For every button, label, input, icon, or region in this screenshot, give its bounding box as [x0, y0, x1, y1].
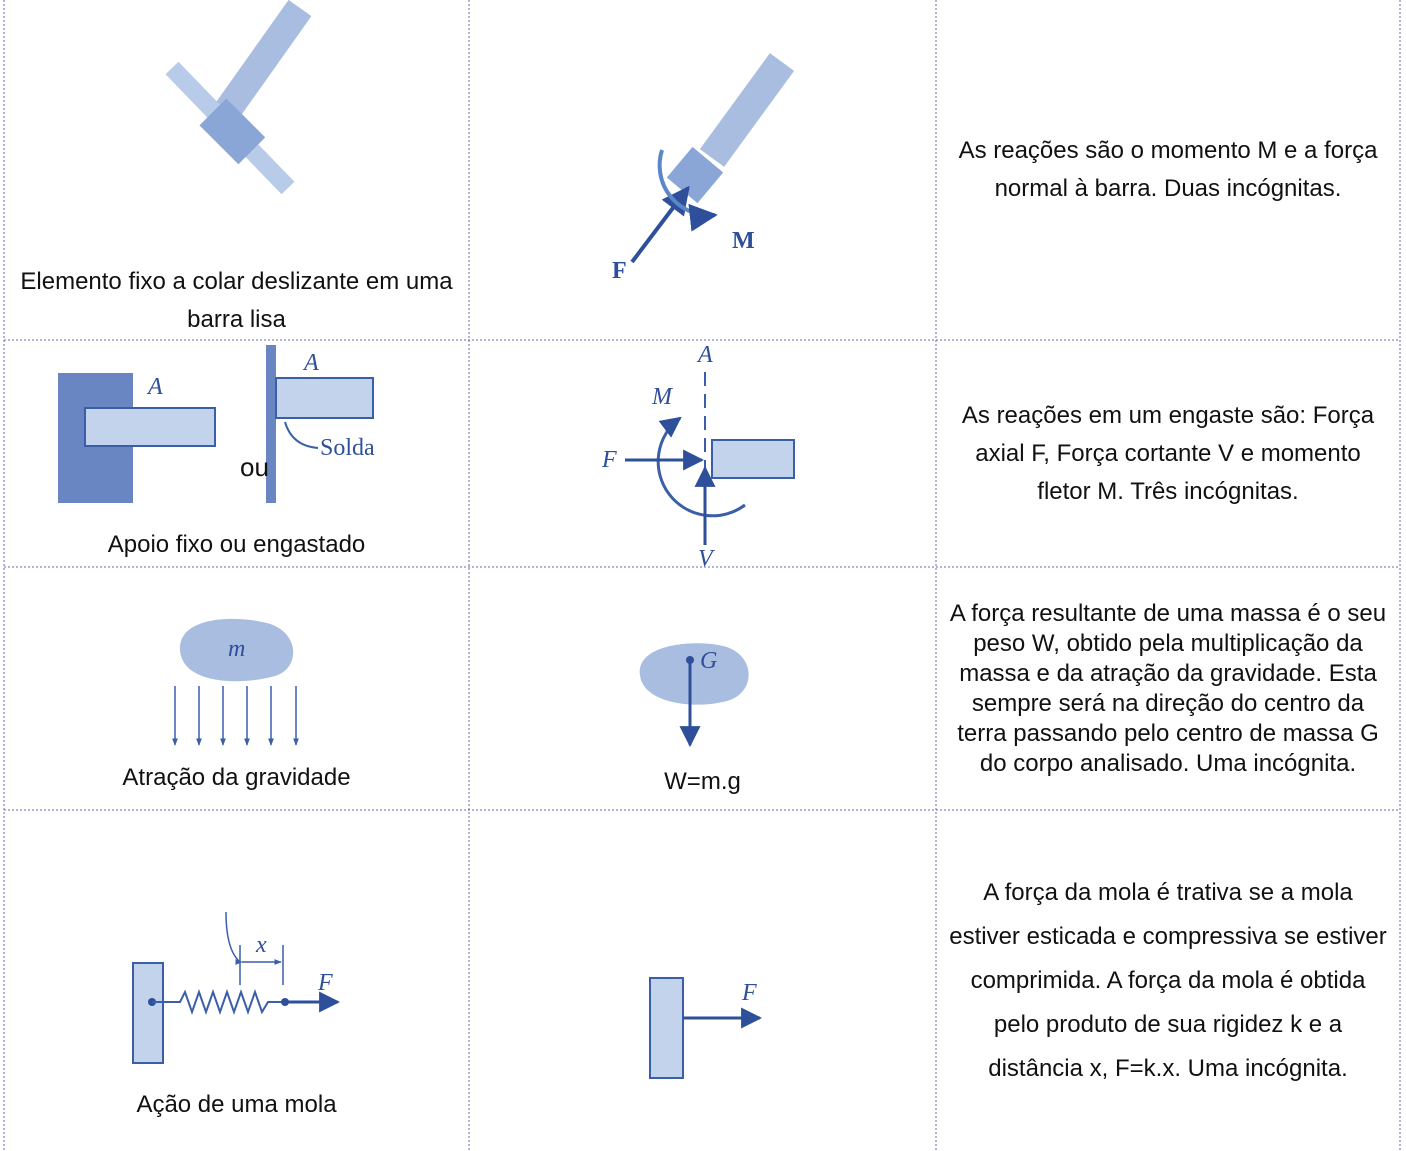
label: x [255, 932, 267, 958]
shape [657, 149, 718, 232]
shape [656, 416, 746, 518]
label: F [612, 258, 627, 284]
weight-diagram: G [639, 643, 749, 748]
label: ou [240, 452, 269, 482]
shape [649, 977, 684, 1079]
label: F [741, 980, 757, 1006]
caption: Atração da gravidade [122, 764, 351, 791]
label: A [146, 374, 163, 400]
description: A força da mola é trativa se a mola esti… [949, 878, 1387, 1082]
label: A [696, 342, 713, 368]
label: V [698, 546, 715, 572]
caption: Ação de uma mola [136, 1091, 337, 1118]
shape [210, 0, 312, 127]
shape [84, 407, 216, 447]
shape [275, 377, 374, 419]
label: M [651, 384, 674, 410]
shape [639, 643, 749, 705]
caption: Elemento fixo a colar deslizante em uma … [20, 268, 453, 333]
shape [152, 988, 285, 1016]
label: M [732, 228, 755, 254]
shape [711, 439, 795, 479]
shape [630, 185, 690, 264]
shape [225, 911, 241, 963]
grid-lines [3, 0, 1401, 1151]
spring-diagram: F x [132, 911, 341, 1064]
description: As reações em um engaste são: Força axia… [961, 401, 1375, 505]
collar-reaction-diagram: F M [612, 53, 795, 284]
shape [699, 53, 795, 167]
shape [266, 345, 276, 503]
fixed-support-diagram: A A Solda ou [58, 345, 375, 503]
collar-diagram [165, 0, 312, 195]
shape [284, 421, 319, 449]
label: F [601, 447, 617, 473]
description: As reações são o momento M e a força nor… [958, 137, 1378, 202]
label: A [302, 350, 319, 376]
caption: W=m.g [664, 768, 741, 795]
description: A força resultante de uma massa é o seu … [949, 599, 1387, 777]
gravity-diagram: m [172, 618, 299, 746]
label: Solda [320, 435, 375, 461]
label: G [700, 648, 717, 674]
label: F [317, 970, 333, 996]
shape [172, 686, 299, 746]
shape [199, 98, 266, 165]
spring-reaction-diagram: F [649, 977, 763, 1079]
fixed-reaction-diagram: A M F V [601, 342, 795, 572]
label: m [228, 636, 245, 662]
shape [132, 962, 164, 1064]
shape [179, 618, 294, 682]
caption: Apoio fixo ou engastado [107, 531, 366, 558]
